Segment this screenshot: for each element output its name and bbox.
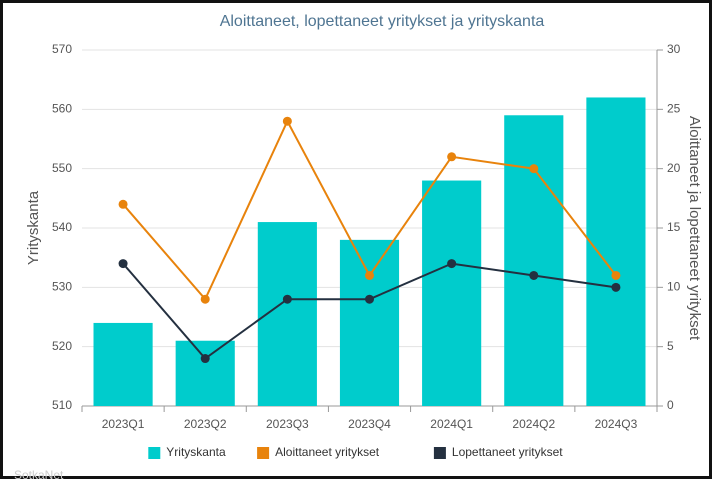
x-tick-label: 2023Q3 (266, 417, 309, 431)
point (118, 199, 128, 209)
y-tick-label: 540 (52, 220, 72, 234)
legend-label: Yrityskanta (166, 445, 226, 459)
bar (175, 340, 235, 406)
x-tick-label: 2023Q2 (184, 417, 227, 431)
point (365, 294, 374, 304)
x-tick-label: 2024Q3 (595, 417, 638, 431)
point (200, 294, 210, 304)
y-tick-label: 510 (52, 398, 72, 412)
point (200, 354, 210, 364)
y2-tick-label: 20 (667, 161, 681, 175)
x-tick-label: 2024Q1 (430, 417, 473, 431)
y-tick-label: 570 (52, 42, 72, 56)
y2-tick-label: 0 (667, 398, 674, 412)
y-tick-label: 560 (52, 102, 72, 116)
y-tick-label: 520 (52, 339, 72, 353)
legend-label: Lopettaneet yritykset (452, 445, 563, 459)
y2-axis-label: Aloittaneet ja lopettaneet yritykset (686, 116, 703, 341)
point (529, 164, 539, 174)
point (611, 270, 621, 280)
y-tick-label: 530 (52, 280, 72, 294)
y2-tick-label: 15 (667, 220, 681, 234)
point (282, 116, 292, 126)
bar (586, 97, 646, 406)
bar (504, 115, 564, 407)
point (447, 259, 457, 269)
bar (93, 322, 153, 406)
point (529, 270, 539, 280)
y2-tick-label: 30 (667, 42, 681, 56)
x-tick-label: 2023Q4 (348, 417, 391, 431)
y-tick-label: 550 (52, 161, 72, 175)
legend-label: Aloittaneet yritykset (275, 445, 380, 459)
legend-swatch (257, 447, 270, 459)
chart-title: Aloittaneet, lopettaneet yritykset ja yr… (220, 13, 545, 30)
y2-tick-label: 25 (667, 102, 681, 116)
bar (422, 180, 482, 406)
x-tick-label: 2024Q2 (512, 417, 555, 431)
point (118, 259, 128, 269)
point (365, 270, 374, 280)
y2-tick-label: 10 (667, 280, 681, 294)
y2-tick-label: 5 (667, 339, 674, 353)
legend-swatch (433, 447, 446, 459)
x-tick-label: 2023Q1 (102, 417, 145, 431)
legend-swatch (148, 447, 161, 459)
point (611, 282, 621, 292)
y-axis-label: Yrityskanta (25, 190, 42, 265)
bar (339, 239, 400, 406)
point (447, 152, 457, 162)
point (282, 294, 292, 304)
source: SotkaNet (14, 468, 64, 479)
